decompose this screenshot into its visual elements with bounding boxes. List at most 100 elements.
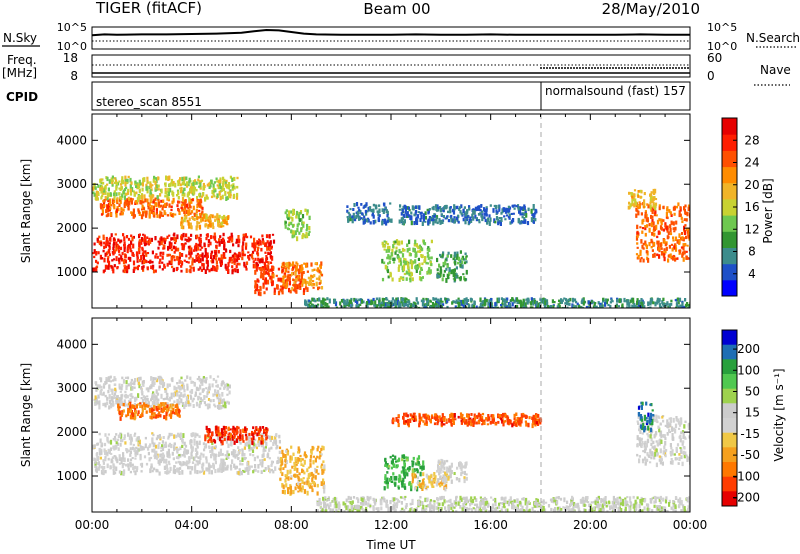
- velocity-cell: [318, 456, 321, 460]
- power-cell: [200, 246, 204, 249]
- power-cell: [572, 306, 575, 308]
- power-cell: [138, 239, 141, 243]
- power-cell: [181, 193, 184, 197]
- power-cell: [300, 218, 303, 221]
- power-cell: [392, 244, 395, 248]
- velocity-cell: [106, 454, 109, 457]
- power-cell: [157, 184, 160, 188]
- power-cell: [387, 254, 390, 259]
- power-cell: [468, 207, 471, 211]
- power-cell: [448, 267, 451, 272]
- power-cell: [142, 238, 145, 242]
- power-cell: [447, 210, 450, 214]
- power-cell: [212, 187, 215, 191]
- velocity-cell: [237, 435, 240, 440]
- power-cell: [328, 298, 331, 304]
- power-cell: [439, 253, 442, 257]
- velocity-cell: [163, 459, 166, 463]
- power-cell: [294, 286, 297, 291]
- power-cell: [93, 192, 96, 197]
- power-cell: [118, 261, 121, 265]
- velocity-cell: [165, 415, 168, 421]
- power-cell: [532, 204, 535, 208]
- power-cell: [131, 187, 134, 192]
- velocity-cell: [290, 477, 293, 480]
- cpid-program-1: stereo_scan 8551: [96, 95, 202, 109]
- power-cell: [636, 306, 640, 308]
- velocity-cell: [120, 401, 123, 406]
- velocity-cell: [410, 486, 413, 492]
- power-cell: [182, 190, 185, 194]
- power-cell: [670, 213, 673, 217]
- velocity-cell: [189, 394, 192, 397]
- colorbar-tick-label: 28: [744, 133, 759, 147]
- power-cell: [389, 202, 392, 205]
- power-cell: [287, 217, 290, 220]
- velocity-cell: [208, 403, 211, 409]
- power-cell: [459, 259, 462, 263]
- power-cell: [177, 247, 180, 252]
- power-cell: [183, 192, 186, 197]
- velocity-cell: [295, 463, 298, 466]
- power-cell: [310, 303, 314, 307]
- velocity-cell: [152, 433, 155, 437]
- velocity-cell: [172, 403, 175, 407]
- velocity-cell: [153, 405, 156, 409]
- velocity-cell: [303, 451, 307, 456]
- power-cell: [93, 255, 96, 259]
- velocity-cell: [177, 448, 180, 451]
- power-cell: [420, 277, 423, 282]
- power-cell: [408, 300, 411, 304]
- power-cell: [672, 227, 675, 231]
- velocity-cell: [184, 461, 187, 466]
- power-cell: [682, 245, 685, 251]
- power-cell: [293, 264, 296, 268]
- power-cell: [355, 304, 358, 308]
- power-cell: [117, 245, 120, 250]
- velocity-cell: [138, 377, 141, 380]
- power-cell: [367, 219, 370, 223]
- velocity-cell: [184, 401, 188, 406]
- power-cell: [308, 215, 311, 220]
- power-cell: [409, 278, 412, 283]
- power-cell: [366, 301, 369, 305]
- power-cell: [147, 205, 150, 210]
- power-cell: [354, 299, 357, 303]
- power-cell: [142, 201, 145, 204]
- velocity-cell: [129, 447, 132, 451]
- velocity-cell: [174, 404, 177, 408]
- power-cell: [415, 220, 419, 225]
- power-cell: [366, 218, 369, 223]
- power-cell: [453, 216, 456, 219]
- power-cell: [629, 203, 632, 208]
- power-cell: [391, 277, 394, 282]
- power-cell: [651, 298, 654, 303]
- power-cell: [658, 254, 661, 259]
- power-cell: [190, 247, 193, 253]
- power-cell: [456, 301, 459, 305]
- velocity-cell: [160, 393, 163, 399]
- velocity-cell: [127, 463, 130, 468]
- power-cell: [306, 212, 309, 216]
- power-cell: [663, 253, 666, 256]
- velocity-cell: [158, 471, 161, 476]
- velocity-cell: [158, 442, 161, 445]
- power-cell: [641, 219, 644, 225]
- power-cell: [387, 262, 390, 265]
- velocity-cell: [166, 451, 169, 455]
- velocity-cell: [271, 435, 274, 440]
- velocity-cell: [162, 382, 165, 387]
- power-cell: [158, 261, 161, 265]
- power-cell: [456, 251, 459, 256]
- power-cell: [488, 221, 491, 226]
- power-cell: [428, 218, 431, 224]
- power-cell: [668, 303, 671, 308]
- power-cell: [385, 249, 388, 253]
- power-cell: [386, 214, 389, 218]
- power-cell: [564, 298, 568, 302]
- velocity-cell: [146, 395, 149, 398]
- velocity-cell: [153, 377, 156, 381]
- power-cell: [197, 202, 200, 206]
- power-cell: [310, 262, 313, 267]
- velocity-cell: [139, 386, 143, 390]
